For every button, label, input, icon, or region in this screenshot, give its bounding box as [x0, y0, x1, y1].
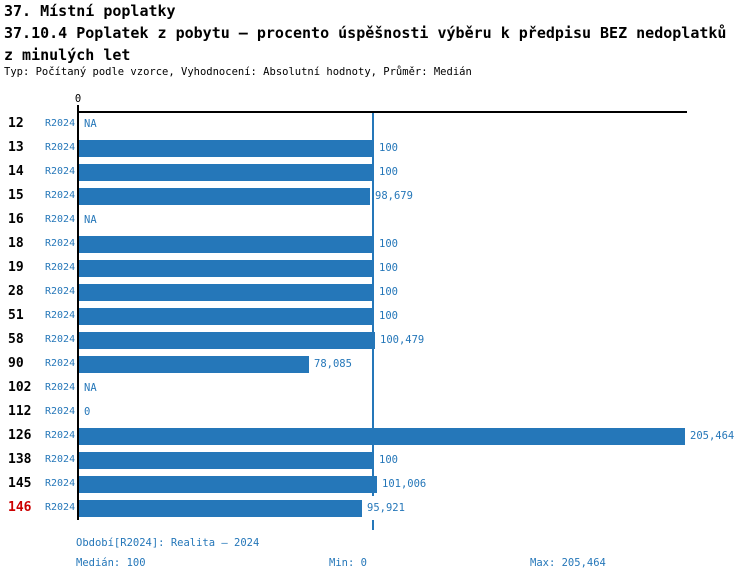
chart-row: 14 R2024 100 — [0, 160, 750, 184]
row-value-label: 100,479 — [379, 328, 426, 352]
indicator-title-line2: z minulých let — [4, 46, 131, 64]
chart-row: 19 R2024 100 — [0, 256, 750, 280]
row-period-label: R2024 — [45, 190, 76, 201]
chart-row: 28 R2024 100 — [0, 280, 750, 304]
row-category-label: 28 — [8, 284, 24, 299]
value-bar — [79, 332, 375, 349]
row-period-label: R2024 — [45, 262, 76, 273]
chart-row: 126 R2024 205,464 — [0, 424, 750, 448]
row-period-label: R2024 — [45, 238, 76, 249]
row-category-label: 138 — [8, 452, 32, 467]
chart-row: 102 R2024 NA — [0, 376, 750, 400]
row-period-label: R2024 — [45, 310, 76, 321]
value-bar — [79, 188, 370, 205]
row-category-label: 14 — [8, 164, 24, 179]
value-bar — [79, 236, 374, 253]
row-period-label: R2024 — [45, 142, 76, 153]
row-period-label: R2024 — [45, 214, 76, 225]
row-value-label: 100 — [378, 160, 399, 184]
row-value-label: 78,085 — [313, 352, 353, 376]
chart-row: 145 R2024 101,006 — [0, 472, 750, 496]
x-axis-zero-tick-label: 0 — [74, 93, 82, 105]
row-period-label: R2024 — [45, 454, 76, 465]
row-category-label: 90 — [8, 356, 24, 371]
row-value-label: NA — [83, 112, 98, 136]
y-axis-line — [77, 105, 79, 520]
value-bar — [79, 428, 685, 445]
indicator-meta: Typ: Počítaný podle vzorce, Vyhodnocení:… — [4, 66, 472, 78]
indicator-title-line1: 37.10.4 Poplatek z pobytu – procento úsp… — [4, 24, 727, 42]
row-category-label: 15 — [8, 188, 24, 203]
row-category-label: 112 — [8, 404, 32, 419]
chart-row: 51 R2024 100 — [0, 304, 750, 328]
chart-row: 138 R2024 100 — [0, 448, 750, 472]
row-category-label: 146 — [8, 500, 32, 515]
row-value-label: 0 — [83, 400, 92, 424]
row-category-label: 51 — [8, 308, 24, 323]
row-period-label: R2024 — [45, 166, 76, 177]
row-value-label: 100 — [378, 232, 399, 256]
row-period-label: R2024 — [45, 430, 76, 441]
footer-period: Období[R2024]: Realita – 2024 — [76, 537, 260, 549]
value-bar — [79, 260, 374, 277]
row-value-label: 100 — [378, 448, 399, 472]
value-bar — [79, 164, 374, 181]
row-category-label: 145 — [8, 476, 32, 491]
row-category-label: 12 — [8, 116, 24, 131]
value-bar — [79, 452, 374, 469]
row-value-label: 100 — [378, 280, 399, 304]
row-value-label: 95,921 — [366, 496, 406, 520]
row-period-label: R2024 — [45, 334, 76, 345]
chart-row: 90 R2024 78,085 — [0, 352, 750, 376]
report-section-title: 37. Místní poplatky — [4, 2, 176, 20]
chart-row: 12 R2024 NA — [0, 112, 750, 136]
footer-max: Max: 205,464 — [530, 557, 606, 569]
row-period-label: R2024 — [45, 118, 76, 129]
row-period-label: R2024 — [45, 358, 76, 369]
row-category-label: 18 — [8, 236, 24, 251]
value-bar — [79, 284, 374, 301]
row-period-label: R2024 — [45, 502, 76, 513]
value-bar — [79, 140, 374, 157]
chart-row: 112 R2024 0 — [0, 400, 750, 424]
value-bar — [79, 356, 309, 373]
value-bar — [79, 308, 374, 325]
row-category-label: 102 — [8, 380, 32, 395]
chart-row: 58 R2024 100,479 — [0, 328, 750, 352]
row-period-label: R2024 — [45, 286, 76, 297]
row-value-label: 100 — [378, 136, 399, 160]
chart-row: 13 R2024 100 — [0, 136, 750, 160]
row-category-label: 13 — [8, 140, 24, 155]
row-value-label: 205,464 — [689, 424, 736, 448]
row-value-label: NA — [83, 208, 98, 232]
row-category-label: 16 — [8, 212, 24, 227]
row-value-label: 98,679 — [374, 184, 414, 208]
footer-min: Min: 0 — [329, 557, 367, 569]
row-category-label: 58 — [8, 332, 24, 347]
value-bar — [79, 476, 377, 493]
x-axis-line — [77, 111, 687, 113]
chart-row: 16 R2024 NA — [0, 208, 750, 232]
row-value-label: 100 — [378, 304, 399, 328]
row-period-label: R2024 — [45, 406, 76, 417]
footer-median: Medián: 100 — [76, 557, 146, 569]
chart-row: 146 R2024 95,921 — [0, 496, 750, 520]
row-period-label: R2024 — [45, 382, 76, 393]
chart-row: 18 R2024 100 — [0, 232, 750, 256]
row-category-label: 126 — [8, 428, 32, 443]
row-period-label: R2024 — [45, 478, 76, 489]
row-value-label: NA — [83, 376, 98, 400]
value-bar — [79, 500, 362, 517]
row-value-label: 101,006 — [381, 472, 428, 496]
chart-row: 15 R2024 98,679 — [0, 184, 750, 208]
row-value-label: 100 — [378, 256, 399, 280]
row-category-label: 19 — [8, 260, 24, 275]
